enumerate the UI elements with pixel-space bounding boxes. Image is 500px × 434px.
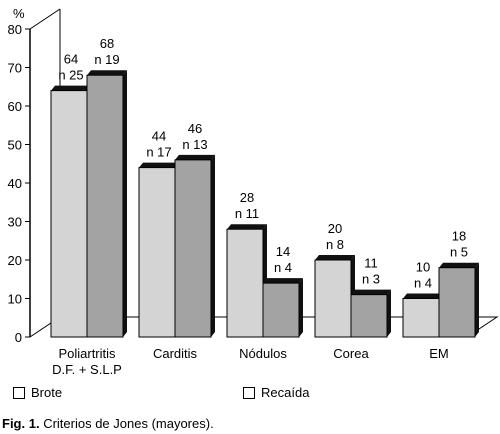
y-tick-label: 60 [8,99,22,114]
data-label-value-1-2: 14 [276,244,290,259]
data-label-count-0-3: n 8 [326,237,344,252]
data-label-value-0-3: 20 [328,221,342,236]
data-label-count-1-4: n 5 [450,245,468,260]
y-unit-label: % [13,6,25,21]
bar-top-1-1 [175,154,215,160]
category-label-2: Nódulos [239,346,287,361]
figure-caption: Fig. 1. Criterios de Jones (mayores). [2,416,214,431]
y-tick-label: 50 [8,138,22,153]
data-label-count-0-0: n 25 [58,68,83,83]
bar-side-1-4 [475,262,479,337]
bar-side-1-0 [123,70,127,337]
bar-side-1-1 [211,154,215,337]
back-wall-top-edge [29,8,61,30]
data-label-value-1-4: 18 [452,229,466,244]
bar-brote-3 [314,259,352,338]
caption-text: Criterios de Jones (mayores). [43,416,214,431]
bar-brote-0 [50,90,88,338]
y-tick-label: 70 [8,61,22,76]
y-tick-label: 0 [15,330,22,345]
bar-top-0-1 [139,162,179,168]
data-label-count-0-4: n 4 [414,276,432,291]
caption-label: Fig. 1. [2,416,40,431]
bar-top-1-3 [351,289,391,295]
bar-side-1-2 [299,278,303,337]
bar-top-0-3 [315,255,355,260]
bar-top-0-4 [403,293,443,299]
bar-recaída-2 [262,282,300,338]
bar-top-0-2 [227,224,267,230]
y-tick-label: 40 [8,176,22,191]
data-label-value-1-3: 11 [364,256,378,271]
data-label-value-1-0: 68 [100,36,114,51]
bar-brote-2 [226,228,264,338]
bar-brote-4 [402,298,440,338]
bar-top-1-0 [87,70,127,76]
data-label-value-0-2: 28 [240,190,254,205]
data-label-count-1-1: n 13 [182,137,207,152]
y-tick-label: 30 [8,215,22,230]
bar-recaída-0 [86,74,124,338]
bar-side-1-3 [387,289,391,337]
bar-recaída-3 [350,294,388,338]
bar-recaída-4 [438,267,476,338]
legend-label-recaida: Recaída [261,385,310,400]
bar-recaída-1 [174,159,212,338]
data-label-count-0-1: n 17 [146,145,171,160]
category-label-0: D.F. + S.L.P [52,362,122,377]
legend-swatch-brote [13,387,25,399]
data-label-value-0-0: 64 [64,52,78,67]
data-label-count-1-0: n 19 [94,52,119,67]
y-tick-label: 80 [8,22,22,37]
y-tick-label: 20 [8,253,22,268]
category-label-4: EM [429,346,449,361]
data-label-value-0-4: 10 [416,260,430,275]
bar-top-1-2 [263,278,303,284]
bar-brote-1 [138,167,176,338]
legend-swatch-recaida [243,387,255,399]
category-label-0: Poliartritis [58,346,116,361]
category-label-3: Corea [333,346,369,361]
data-label-value-1-1: 46 [188,121,202,136]
chart-bars [50,70,479,338]
data-label-value-0-1: 44 [152,129,166,144]
data-label-count-1-2: n 4 [274,260,292,275]
data-label-count-0-2: n 11 [235,206,259,221]
y-tick-label: 10 [8,292,22,307]
bar-top-1-4 [439,262,479,268]
chart-axes: 0 10 20 30 40 50 60 70 80% [8,6,499,345]
legend-label-brote: Brote [31,385,63,400]
data-label-count-1-3: n 3 [362,272,380,287]
category-label-1: Carditis [153,346,198,361]
bar-top-0-0 [51,85,91,91]
